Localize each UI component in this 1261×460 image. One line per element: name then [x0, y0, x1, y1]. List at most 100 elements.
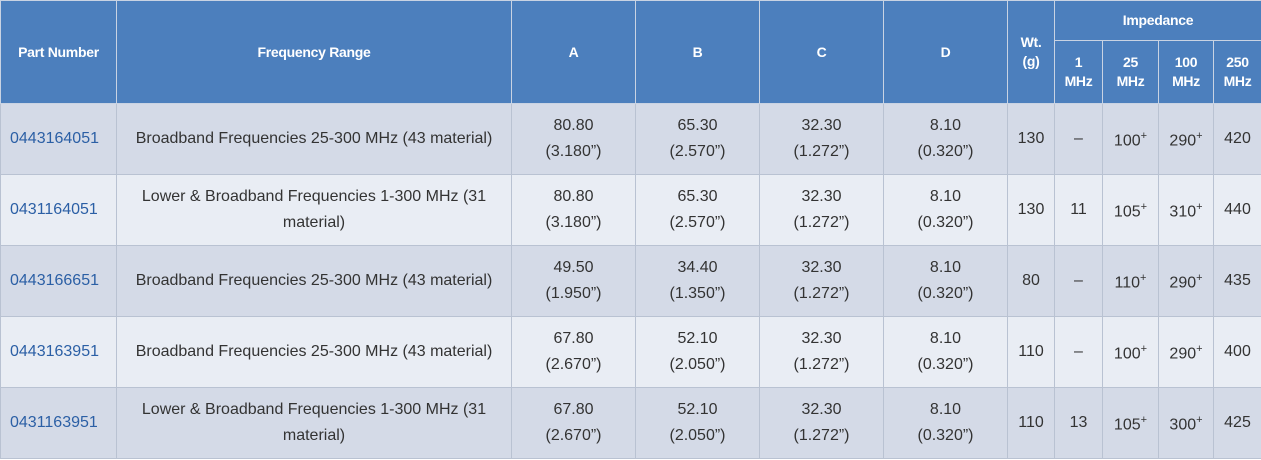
- group-header: Impedance: [1053, 0, 1261, 41]
- dimension-cell: 32.30 (1.272”): [759, 174, 884, 246]
- part-number-link[interactable]: 0443166651: [0, 245, 117, 317]
- dimension-line: 32.30: [801, 188, 842, 205]
- dimension-line: (0.320”): [917, 427, 974, 444]
- dimension-line: 32.30: [801, 117, 842, 134]
- dimension-cell: 80.80 (3.180”): [511, 174, 636, 246]
- dimension-line: (0.320”): [917, 214, 974, 231]
- impedance-value: 100: [1113, 132, 1141, 150]
- table-header: Part Number Frequency Range A B C D Wt. (g) Impe…: [0, 0, 1261, 104]
- impedance-cell: 425: [1212, 387, 1261, 459]
- impedance-value: –: [1074, 343, 1083, 360]
- header-line: MHz: [1223, 73, 1252, 89]
- impedance-value: 105: [1113, 203, 1141, 221]
- dimension-line: (1.272”): [793, 143, 850, 160]
- dimension-line: 65.30: [677, 117, 718, 134]
- weight-cell: 110: [1007, 316, 1055, 388]
- dimension-cell: 32.30 (1.272”): [759, 245, 884, 317]
- impedance-cell: 435: [1212, 245, 1261, 317]
- impedance-value: 425: [1224, 414, 1251, 431]
- frequency-range: Broadband Frequencies 25-300 MHz (43 mat…: [116, 316, 512, 388]
- dimension-cell: 8.10 (0.320”): [883, 316, 1008, 388]
- frequency-range: Lower & Broadband Frequencies 1-300 MHz …: [116, 387, 512, 459]
- part-number-link[interactable]: 0431163951: [0, 387, 117, 459]
- dimension-cell: 49.50 (1.950”): [511, 245, 636, 317]
- dimension-line: (1.350”): [669, 285, 726, 302]
- impedance-cell: 100+: [1102, 316, 1159, 388]
- impedance-cell: 290+: [1158, 316, 1214, 388]
- impedance-value: 105: [1113, 416, 1141, 434]
- impedance-mark: +: [1196, 130, 1203, 143]
- column-header: 250 MHz: [1212, 40, 1261, 104]
- dimension-cell: 8.10 (0.320”): [883, 387, 1008, 459]
- dimension-line: 8.10: [929, 259, 962, 276]
- impedance-value: 420: [1224, 130, 1251, 147]
- dimension-cell: 32.30 (1.272”): [759, 387, 884, 459]
- impedance-cell: 13: [1054, 387, 1103, 459]
- dimension-line: (2.670”): [545, 356, 602, 373]
- header-row: Part Number Frequency Range A B C D Wt. (g) Impe…: [0, 0, 1261, 104]
- impedance-cell: 290+: [1158, 103, 1214, 175]
- column-header: 1 MHz: [1054, 40, 1103, 104]
- dimension-line: (2.670”): [545, 427, 602, 444]
- part-number-link[interactable]: 0443163951: [0, 316, 117, 388]
- dimension-line: 8.10: [929, 330, 962, 347]
- column-header: Part Number: [0, 0, 117, 104]
- impedance-mark: +: [1140, 272, 1147, 285]
- impedance-value: 435: [1224, 272, 1251, 289]
- dimension-cell: 65.30 (2.570”): [635, 174, 760, 246]
- impedance-value: 290: [1169, 132, 1197, 150]
- header-line: MHz: [1064, 73, 1093, 89]
- column-header: 25 MHz: [1102, 40, 1159, 104]
- table-row: 0431163951 Lower & Broadband Frequencies …: [0, 387, 1261, 459]
- impedance-cell: 400: [1212, 316, 1261, 388]
- impedance-cell: 105+: [1102, 174, 1159, 246]
- dimension-line: (1.272”): [793, 427, 850, 444]
- dimension-line: 8.10: [929, 401, 962, 418]
- impedance-cell: –: [1054, 245, 1103, 317]
- dimension-line: (1.272”): [793, 285, 850, 302]
- frequency-range: Broadband Frequencies 25-300 MHz (43 mat…: [116, 103, 512, 175]
- dimension-line: 32.30: [801, 330, 842, 347]
- dimension-line: (2.050”): [669, 356, 726, 373]
- dimension-line: (2.050”): [669, 427, 726, 444]
- dimension-cell: 65.30 (2.570”): [635, 103, 760, 175]
- table-body: 0443164051 Broadband Frequencies 25-300 M…: [0, 103, 1261, 459]
- impedance-cell: 310+: [1158, 174, 1214, 246]
- dimension-cell: 52.10 (2.050”): [635, 387, 760, 459]
- header-row: 1 MHz 25 MHz 100 MHz 250 MHz: [1, 40, 1261, 104]
- part-number-link[interactable]: 0431164051: [0, 174, 117, 246]
- impedance-cell: –: [1054, 103, 1103, 175]
- header-line: (g): [1022, 53, 1040, 69]
- dimension-line: 32.30: [801, 401, 842, 418]
- dimension-cell: 8.10 (0.320”): [883, 103, 1008, 175]
- dimension-line: (0.320”): [917, 356, 974, 373]
- impedance-mark: +: [1140, 201, 1148, 214]
- impedance-cell: 290+: [1158, 245, 1214, 317]
- impedance-mark: +: [1196, 272, 1203, 285]
- dimension-line: (1.272”): [793, 356, 850, 373]
- column-header: A: [511, 0, 636, 104]
- header-line: MHz: [1116, 73, 1145, 89]
- impedance-mark: +: [1140, 130, 1148, 143]
- dimension-cell: 32.30 (1.272”): [759, 316, 884, 388]
- column-header: D: [883, 0, 1008, 104]
- table-row: 0431164051 Lower & Broadband Frequencies …: [0, 174, 1261, 246]
- header-line: MHz: [1172, 73, 1200, 89]
- impedance-cell: 110+: [1102, 245, 1159, 317]
- impedance-value: –: [1074, 272, 1083, 289]
- weight-cell: 80: [1007, 245, 1055, 317]
- frequency-range: Lower & Broadband Frequencies 1-300 MHz …: [116, 174, 512, 246]
- table-row: 0443163951 Broadband Frequencies 25-300 M…: [0, 316, 1261, 388]
- header-line: 100: [1174, 54, 1198, 70]
- part-number-link[interactable]: 0443164051: [0, 103, 117, 175]
- dimension-line: (1.950”): [545, 285, 602, 302]
- impedance-value: 400: [1224, 343, 1251, 360]
- dimension-cell: 80.80 (3.180”): [511, 103, 636, 175]
- frequency-range: Broadband Frequencies 25-300 MHz (43 mat…: [116, 245, 512, 317]
- impedance-cell: 105+: [1102, 387, 1159, 459]
- weight-cell: 130: [1007, 103, 1055, 175]
- impedance-cell: 420: [1212, 103, 1261, 175]
- impedance-value: 290: [1169, 274, 1197, 292]
- impedance-value: 13: [1069, 414, 1088, 431]
